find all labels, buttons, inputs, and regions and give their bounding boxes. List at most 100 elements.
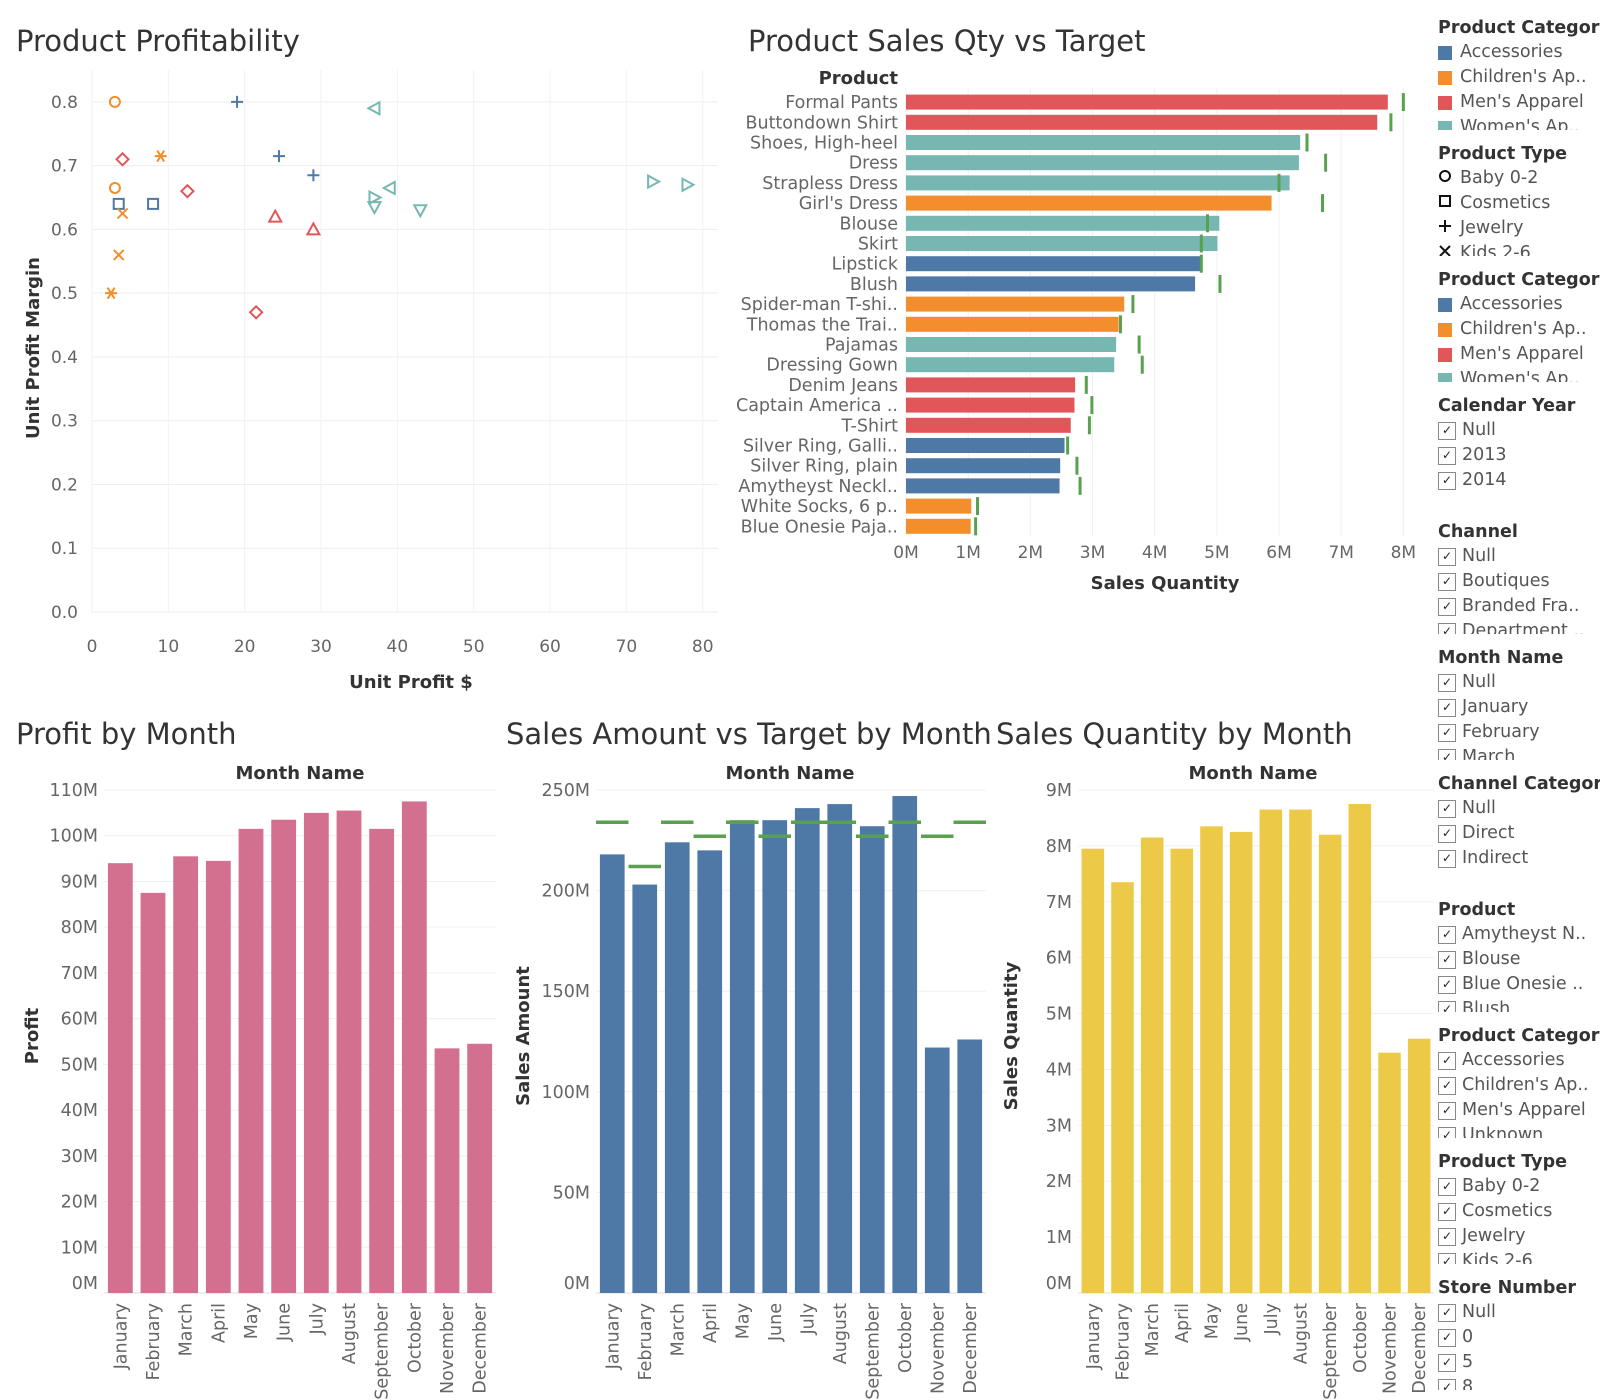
legend-item[interactable]: Accessories xyxy=(1438,40,1600,65)
scatter-points[interactable] xyxy=(105,95,696,320)
checkbox-checked-icon[interactable]: ✓ xyxy=(1438,1227,1456,1246)
sales-amount-bar[interactable] xyxy=(729,820,755,1293)
checkbox-checked-icon[interactable]: ✓ xyxy=(1438,1328,1456,1347)
filter-option[interactable]: ✓ 0 xyxy=(1438,1325,1600,1350)
checkbox-checked-icon[interactable]: ✓ xyxy=(1438,547,1456,566)
scatter-point-triangle-right[interactable] xyxy=(368,189,383,206)
sales-quantity-bar[interactable] xyxy=(1111,882,1134,1293)
product-sales-bar[interactable] xyxy=(906,94,1388,110)
scatter-point-triangle-up[interactable] xyxy=(267,208,283,223)
scatter-point-triangle-left[interactable] xyxy=(381,180,396,196)
product-sales-bar[interactable] xyxy=(906,458,1061,474)
legend-item[interactable]: Accessories xyxy=(1438,292,1600,317)
product-sales-bar[interactable] xyxy=(906,337,1117,352)
profit-bar[interactable] xyxy=(271,819,297,1293)
profit-bar[interactable] xyxy=(369,828,395,1293)
filter-option[interactable]: ✓ Kids 2-6 xyxy=(1438,1249,1600,1264)
product-sales-bar[interactable] xyxy=(906,276,1196,292)
scatter-point-diamond[interactable] xyxy=(180,183,195,199)
checkbox-checked-icon[interactable]: ✓ xyxy=(1438,698,1456,717)
filter-option[interactable]: ✓ Children's Ap.. xyxy=(1438,1073,1600,1098)
product-sales-bar[interactable] xyxy=(906,357,1115,373)
scatter-point-x[interactable] xyxy=(116,207,129,220)
sales-amount-bar[interactable] xyxy=(762,820,788,1293)
profit-bar[interactable] xyxy=(401,801,427,1293)
checkbox-checked-icon[interactable]: ✓ xyxy=(1438,799,1456,818)
sales-quantity-bar[interactable] xyxy=(1229,831,1253,1293)
profit-bar[interactable] xyxy=(173,856,199,1293)
scatter-point-square[interactable] xyxy=(147,197,160,210)
legend-item[interactable]: Cosmetics xyxy=(1438,191,1600,216)
checkbox-checked-icon[interactable]: ✓ xyxy=(1438,421,1456,440)
filter-option[interactable]: ✓ Null xyxy=(1438,544,1600,569)
filter-option[interactable]: ✓ January xyxy=(1438,695,1600,720)
checkbox-checked-icon[interactable]: ✓ xyxy=(1438,673,1456,692)
scatter-point-circle[interactable] xyxy=(108,181,121,194)
scatter-point-star[interactable] xyxy=(105,287,118,300)
checkbox-checked-icon[interactable]: ✓ xyxy=(1438,849,1456,868)
product-sales-bar[interactable] xyxy=(906,215,1220,231)
product-sales-bar[interactable] xyxy=(906,135,1301,150)
checkbox-checked-icon[interactable]: ✓ xyxy=(1438,748,1456,760)
filter-option[interactable]: ✓ Blue Onesie .. xyxy=(1438,972,1600,997)
sales-quantity-bar[interactable] xyxy=(1348,803,1372,1293)
legend-item[interactable]: Women's Ap.. xyxy=(1438,115,1600,130)
product-sales-bar[interactable] xyxy=(906,518,971,534)
product-sales-bar[interactable] xyxy=(906,256,1201,272)
filter-option[interactable]: ✓ Cosmetics xyxy=(1438,1199,1600,1224)
filter-option[interactable]: ✓ 8 xyxy=(1438,1375,1600,1390)
sales-amount-bar[interactable] xyxy=(697,850,723,1293)
checkbox-checked-icon[interactable]: ✓ xyxy=(1438,1000,1456,1012)
filter-option[interactable]: ✓ Baby 0-2 xyxy=(1438,1174,1600,1199)
sales-quantity-bar[interactable] xyxy=(1140,837,1164,1293)
scatter-point-triangle-left[interactable] xyxy=(366,100,381,116)
legend-item[interactable]: Men's Apparel xyxy=(1438,342,1600,367)
scatter-point-triangle-down[interactable] xyxy=(412,204,428,219)
filter-option[interactable]: ✓ Direct xyxy=(1438,821,1600,846)
filter-option[interactable]: ✓ Jewelry xyxy=(1438,1224,1600,1249)
filter-option[interactable]: ✓ Accessories xyxy=(1438,1048,1600,1073)
sales-amount-bar[interactable] xyxy=(794,808,820,1293)
checkbox-checked-icon[interactable]: ✓ xyxy=(1438,1378,1456,1390)
scatter-point-plus[interactable] xyxy=(273,150,286,163)
product-sales-bar[interactable] xyxy=(906,195,1272,211)
profit-bar[interactable] xyxy=(140,892,166,1293)
checkbox-checked-icon[interactable]: ✓ xyxy=(1438,1126,1456,1138)
scatter-point-triangle-down[interactable] xyxy=(366,201,383,216)
filter-option[interactable]: ✓ Indirect xyxy=(1438,846,1600,871)
checkbox-checked-icon[interactable]: ✓ xyxy=(1438,622,1456,634)
checkbox-checked-icon[interactable]: ✓ xyxy=(1438,471,1456,490)
filter-option[interactable]: ✓ 5 xyxy=(1438,1350,1600,1375)
checkbox-checked-icon[interactable]: ✓ xyxy=(1438,1353,1456,1372)
scatter-point-x[interactable] xyxy=(113,249,125,261)
profit-bar[interactable] xyxy=(434,1048,460,1293)
checkbox-checked-icon[interactable]: ✓ xyxy=(1438,975,1456,994)
sales-quantity-bar[interactable] xyxy=(1170,848,1194,1293)
product-sales-bar[interactable] xyxy=(906,316,1119,332)
filter-option[interactable]: ✓ February xyxy=(1438,720,1600,745)
checkbox-checked-icon[interactable]: ✓ xyxy=(1438,824,1456,843)
sales-amount-bar[interactable] xyxy=(859,826,885,1293)
scatter-point-plus[interactable] xyxy=(231,95,244,108)
sales-amount-bar[interactable] xyxy=(957,1039,983,1293)
product-sales-bar[interactable] xyxy=(906,114,1378,130)
filter-option[interactable]: ✓ Null xyxy=(1438,418,1600,443)
checkbox-checked-icon[interactable]: ✓ xyxy=(1438,723,1456,742)
product-sales-bar[interactable] xyxy=(906,175,1290,191)
product-sales-bar[interactable] xyxy=(906,438,1065,453)
sales-amount-bar[interactable] xyxy=(892,796,918,1293)
legend-item[interactable]: Women's Ap.. xyxy=(1438,367,1600,382)
sales-amount-bar[interactable] xyxy=(827,804,853,1293)
checkbox-checked-icon[interactable]: ✓ xyxy=(1438,1202,1456,1221)
sales-amount-bar[interactable] xyxy=(924,1047,950,1293)
scatter-point-triangle-right[interactable] xyxy=(647,173,662,190)
sales-quantity-bar[interactable] xyxy=(1289,809,1312,1293)
filter-option[interactable]: ✓ Null xyxy=(1438,796,1600,821)
filter-option[interactable]: ✓ Branded Fra.. xyxy=(1438,594,1600,619)
product-sales-bar[interactable] xyxy=(906,397,1075,413)
checkbox-checked-icon[interactable]: ✓ xyxy=(1438,572,1456,591)
profit-bar[interactable] xyxy=(336,810,362,1293)
sales-quantity-bar[interactable] xyxy=(1318,834,1342,1293)
filter-option[interactable]: ✓ Men's Apparel xyxy=(1438,1098,1600,1123)
legend-item[interactable]: Baby 0-2 xyxy=(1438,166,1600,191)
